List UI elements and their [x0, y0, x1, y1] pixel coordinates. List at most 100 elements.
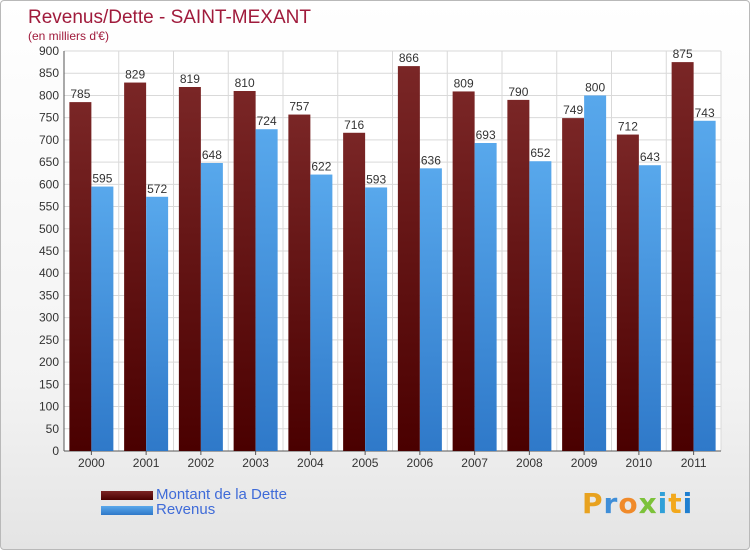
x-tick-label: 2000: [78, 456, 105, 470]
x-tick-label: 2011: [681, 456, 707, 470]
y-tick-label: 900: [39, 44, 59, 58]
data-label-revenue: 636: [421, 153, 441, 167]
data-label-revenue: 743: [695, 106, 715, 120]
y-tick-label: 50: [46, 422, 60, 436]
bar-revenue: [419, 168, 442, 452]
data-labels: 785 595 829 572 819 648 810 724 757 622 716 593 866 6…: [70, 47, 715, 196]
bar-debt: [616, 134, 639, 452]
bar-revenue: [474, 143, 497, 451]
y-tick-label: 550: [39, 200, 59, 214]
proxiti-logo: Proxiti: [582, 487, 693, 520]
data-label-revenue: 622: [311, 160, 331, 174]
data-label-revenue: 595: [92, 172, 112, 186]
data-label-revenue: 800: [585, 80, 605, 94]
logo-letter: P: [582, 487, 604, 520]
bar-debt: [671, 62, 694, 451]
bar-revenue: [200, 163, 223, 451]
bar-revenue: [255, 129, 278, 451]
bar-revenue: [529, 161, 552, 451]
y-tick-label: 450: [39, 244, 59, 258]
data-label-debt: 749: [563, 103, 583, 117]
logo-letter: r: [603, 487, 619, 520]
data-label-debt: 875: [673, 47, 693, 61]
bar-debt: [562, 118, 585, 451]
x-tick-label: 2001: [133, 456, 160, 470]
data-label-debt: 866: [399, 51, 419, 65]
bar-revenue: [693, 120, 716, 452]
data-label-debt: 712: [618, 120, 638, 134]
bar-debt: [343, 132, 366, 451]
data-label-debt: 829: [125, 68, 145, 82]
y-tick-label: 650: [39, 155, 59, 169]
x-tick-label: 2009: [571, 456, 598, 470]
data-label-revenue: 693: [476, 128, 496, 142]
logo-letter: t: [668, 487, 683, 520]
axes: 0 50 100 150 200 250 300 350 400 450 500 550 600 650 7…: [39, 44, 721, 470]
logo-letter: x: [638, 487, 658, 520]
legend-item-revenue: Revenus: [101, 502, 287, 517]
data-label-debt: 819: [180, 72, 200, 86]
logo-letter: o: [618, 487, 639, 520]
data-label-revenue: 724: [257, 114, 277, 128]
chart-title: Revenus/Dette - SAINT-MEXANT: [28, 7, 311, 28]
bar-debt: [452, 91, 475, 451]
bar-debt: [178, 87, 201, 451]
legend-label-debt: Montant de la Dette: [156, 486, 287, 503]
y-tick-label: 500: [39, 222, 59, 236]
data-label-debt: 790: [508, 85, 528, 99]
y-tick-label: 850: [39, 66, 59, 80]
legend-label-revenue: Revenus: [156, 501, 216, 518]
x-tick-label: 2005: [352, 456, 379, 470]
bar-debt: [233, 91, 256, 451]
legend-swatch-debt: [101, 490, 153, 500]
x-tick-label: 2006: [407, 456, 434, 470]
bar-revenue: [638, 165, 661, 451]
y-tick-label: 600: [39, 177, 59, 191]
bar-revenue: [365, 187, 388, 451]
y-tick-label: 800: [39, 88, 59, 102]
bar-debt: [288, 114, 311, 452]
x-tick-label: 2010: [626, 456, 653, 470]
bar-revenue: [584, 95, 607, 451]
bar-debt: [507, 99, 530, 451]
x-tick-label: 2008: [516, 456, 543, 470]
legend-swatch-revenue: [101, 505, 153, 515]
data-label-revenue: 572: [147, 182, 167, 196]
data-label-debt: 716: [344, 118, 364, 132]
x-tick-label: 2007: [461, 456, 488, 470]
y-tick-label: 0: [52, 444, 59, 458]
bar-revenue: [310, 174, 333, 452]
data-label-debt: 785: [70, 87, 90, 101]
y-tick-label: 300: [39, 311, 59, 325]
y-tick-label: 750: [39, 111, 59, 125]
bar-debt: [69, 102, 92, 451]
y-tick-label: 400: [39, 266, 59, 280]
grid-lines: [63, 50, 722, 452]
bar-debt: [124, 82, 147, 452]
x-tick-label: 2004: [297, 456, 324, 470]
y-tick-label: 150: [39, 377, 59, 391]
legend: Montant de la Dette Revenus: [101, 487, 287, 517]
x-tick-label: 2002: [188, 456, 215, 470]
x-tick-label: 2003: [242, 456, 269, 470]
legend-item-debt: Montant de la Dette: [101, 487, 287, 502]
data-label-revenue: 643: [640, 150, 660, 164]
y-tick-label: 700: [39, 133, 59, 147]
logo-letter: i: [657, 487, 669, 520]
data-label-debt: 757: [289, 100, 309, 114]
y-tick-label: 350: [39, 288, 59, 302]
data-label-revenue: 593: [366, 172, 386, 186]
bars: [69, 62, 716, 452]
bar-revenue: [91, 186, 114, 452]
y-tick-label: 250: [39, 333, 59, 347]
data-label-debt: 810: [235, 76, 255, 90]
y-tick-label: 200: [39, 355, 59, 369]
chart-subtitle: (en milliers d'€): [28, 29, 109, 43]
y-tick-label: 100: [39, 400, 59, 414]
data-label-debt: 809: [454, 76, 474, 90]
data-label-revenue: 648: [202, 148, 222, 162]
bar-debt: [397, 66, 420, 451]
bar-revenue: [146, 196, 169, 451]
